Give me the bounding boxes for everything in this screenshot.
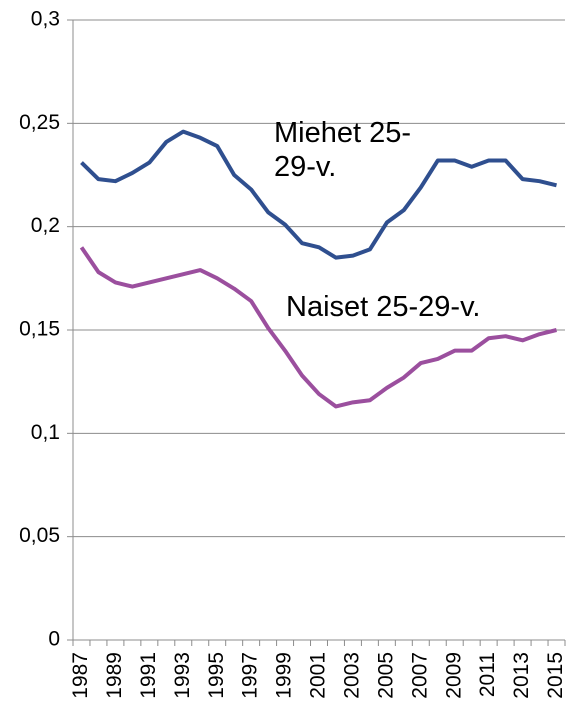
y-tick-label: 0,15 — [19, 318, 60, 341]
x-tick-label: 2013 — [510, 652, 533, 699]
x-tick-label: 1997 — [239, 652, 262, 699]
x-tick-label: 2005 — [374, 652, 397, 699]
x-tick-label: 2003 — [340, 652, 363, 699]
y-tick-label: 0,3 — [31, 8, 60, 31]
x-tick-label: 1999 — [273, 652, 296, 699]
series-line — [79, 246, 557, 409]
series-line — [80, 129, 557, 260]
y-tick-label: 0 — [48, 628, 60, 651]
y-tick-label: 0,25 — [19, 111, 60, 134]
series-label: Miehet 25-29-v. — [274, 117, 412, 183]
x-tick-label: 2011 — [476, 652, 499, 697]
y-tick-label: 0,1 — [31, 421, 60, 444]
x-tick-label: 2007 — [408, 652, 431, 699]
x-tick-label: 1995 — [205, 652, 228, 699]
x-tick-label: 1991 — [137, 652, 160, 699]
x-tick-label: 1987 — [69, 652, 92, 699]
x-tick-label: 2015 — [544, 652, 567, 699]
x-tick-label: 2001 — [307, 652, 330, 699]
x-tick-label: 1993 — [171, 652, 194, 699]
series-label: Naiset 25-29-v. — [286, 291, 481, 323]
x-tick-label: 2009 — [442, 652, 465, 699]
y-tick-label: 0,2 — [31, 214, 60, 237]
x-tick-label: 1989 — [103, 652, 126, 699]
y-tick-label: 0,05 — [19, 524, 60, 547]
